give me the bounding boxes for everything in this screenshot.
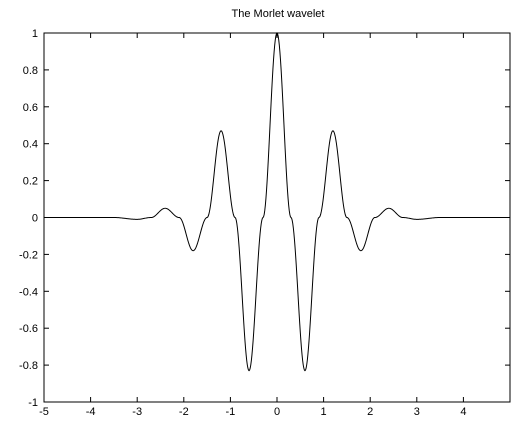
plot-area: -5 -4 -3 -2 -1 0 1 2 3 4 -1 -0.8 -0.6 -0.4 -0.2 0 0.2 0.4…	[19, 28, 511, 418]
y-tick-label: 0.4	[23, 139, 38, 151]
y-tick-label: -0.6	[19, 323, 38, 335]
chart-title: The Morlet wavelet	[232, 8, 325, 20]
x-tick-label: -2	[179, 406, 189, 418]
y-tick-label: 1	[32, 28, 38, 40]
x-tick-label: -3	[132, 406, 142, 418]
x-tick-label: 0	[274, 406, 280, 418]
x-tick-label: -4	[86, 406, 96, 418]
x-tick-label: 4	[460, 406, 466, 418]
y-tick-label: -0.4	[19, 286, 38, 298]
wavelet-line	[44, 32, 510, 372]
y-tick-label: 0.2	[23, 176, 38, 188]
x-tick-label: -5	[39, 406, 49, 418]
x-tick-label: 1	[321, 406, 327, 418]
y-tick-label: -0.8	[19, 360, 38, 372]
y-tick-label: 0.8	[23, 65, 38, 77]
x-tick-label: 3	[414, 406, 420, 418]
y-tick-label: -1	[28, 397, 38, 409]
y-tick-label: 0.6	[23, 102, 38, 114]
x-tick-label: 2	[367, 406, 373, 418]
y-tick-label: 0	[32, 213, 38, 225]
y-tick-label: -0.2	[19, 249, 38, 261]
x-tick-label: -1	[226, 406, 236, 418]
